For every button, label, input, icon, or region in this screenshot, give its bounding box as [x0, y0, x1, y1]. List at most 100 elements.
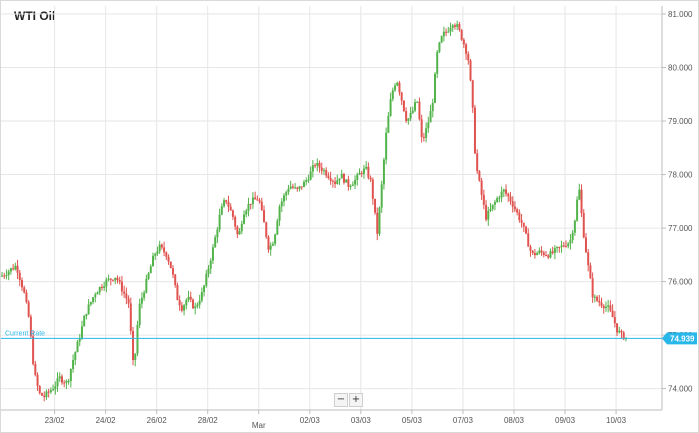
candle-down	[600, 302, 603, 306]
candle-up	[338, 178, 341, 181]
candle-up	[209, 260, 212, 269]
candle-up	[396, 82, 399, 86]
candle-down	[174, 274, 177, 286]
candle-up	[280, 201, 283, 207]
candle-up	[556, 246, 559, 249]
candle-up	[604, 306, 607, 309]
candle-up	[309, 171, 312, 180]
candle-down	[112, 279, 115, 281]
candle-down	[118, 280, 121, 282]
candle-down	[473, 107, 476, 154]
candle-up	[94, 294, 97, 298]
candle-down	[562, 245, 565, 247]
candle-down	[18, 272, 21, 281]
candle-up	[305, 180, 308, 182]
candle-up	[147, 273, 150, 279]
candle-up	[451, 25, 454, 28]
current-rate-label: Current Rate	[5, 330, 45, 337]
candle-up	[340, 174, 343, 179]
candle-down	[191, 299, 194, 309]
candle-up	[214, 237, 217, 248]
candle-down	[376, 212, 379, 234]
candle-down	[507, 193, 510, 197]
candle-down	[258, 200, 261, 202]
candle-up	[7, 271, 10, 276]
candle-up	[278, 206, 281, 221]
candle-up	[307, 179, 310, 181]
candle-up	[289, 186, 292, 189]
candle-down	[231, 210, 234, 217]
candle-down	[127, 298, 130, 304]
candle-up	[158, 244, 161, 252]
zoom-out-button[interactable]: −	[334, 393, 348, 407]
candle-up	[285, 192, 288, 196]
candle-down	[542, 252, 545, 255]
candle-up	[69, 368, 72, 382]
x-tick-label: 26/02	[147, 416, 168, 425]
zoom-in-button[interactable]: +	[349, 393, 363, 407]
candle-up	[49, 390, 52, 393]
candle-up	[98, 286, 101, 293]
candle-up	[316, 162, 319, 166]
candle-down	[132, 331, 135, 361]
candle-up	[45, 391, 48, 398]
candle-up	[387, 115, 390, 133]
candle-down	[260, 201, 263, 211]
candle-up	[96, 292, 99, 295]
candle-up	[349, 185, 352, 187]
candle-up	[138, 303, 141, 325]
candle-down	[400, 92, 403, 101]
candle-down	[169, 261, 172, 269]
candle-up	[58, 376, 61, 379]
candle-up	[198, 300, 201, 305]
candle-up	[294, 187, 297, 189]
candle-down	[176, 285, 179, 301]
candle-up	[103, 286, 106, 288]
candle-up	[362, 168, 365, 174]
candle-up	[269, 245, 272, 250]
candle-up	[107, 278, 110, 280]
candle-down	[418, 101, 421, 120]
candle-down	[347, 179, 350, 187]
candle-up	[322, 170, 325, 172]
candle-down	[23, 287, 26, 293]
candle-up	[114, 277, 117, 281]
candle-down	[465, 44, 468, 54]
candle-down	[327, 175, 330, 178]
candle-down	[263, 210, 266, 223]
candles	[1, 20, 627, 402]
candle-down	[458, 24, 461, 30]
candle-up	[378, 207, 381, 234]
candle-up	[152, 255, 155, 267]
candle-down	[478, 171, 481, 181]
candle-down	[453, 25, 456, 27]
candle-up	[196, 304, 199, 307]
candle-down	[422, 136, 425, 138]
candle-up	[436, 51, 439, 74]
x-tick-label: 09/03	[555, 416, 576, 425]
candle-down	[16, 265, 19, 273]
candle-up	[218, 214, 221, 230]
candle-up	[345, 179, 348, 183]
y-tick-label: 76.000	[668, 278, 693, 287]
candle-down	[325, 170, 328, 176]
candle-up	[354, 179, 357, 185]
candle-down	[589, 265, 592, 279]
candle-down	[3, 275, 6, 277]
candle-up	[425, 128, 428, 138]
candle-down	[123, 291, 126, 294]
candle-down	[360, 172, 363, 174]
x-tick-label: 08/03	[504, 416, 525, 425]
candle-down	[109, 278, 112, 280]
candle-down	[596, 296, 599, 301]
candle-down	[398, 82, 401, 93]
y-tick-label: 74.000	[668, 385, 693, 394]
candle-up	[149, 266, 152, 274]
candle-down	[525, 226, 528, 234]
candle-down	[509, 196, 512, 202]
candle-up	[578, 189, 581, 200]
candle-down	[602, 305, 605, 309]
candle-down	[511, 201, 514, 207]
candle-up	[409, 112, 412, 119]
